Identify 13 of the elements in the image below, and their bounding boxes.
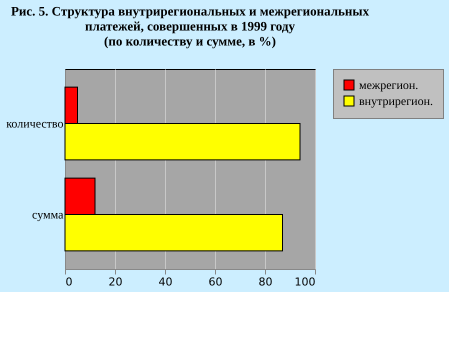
- legend-label: внутрирегион.: [359, 94, 433, 108]
- x-tick-label: 0: [66, 276, 72, 288]
- text: платежей, совершенных в 1999 году: [84, 18, 296, 34]
- x-tick-label: 20: [108, 276, 122, 288]
- x-tick-label: 40: [158, 276, 172, 288]
- y-tick-label: количество: [6, 116, 64, 131]
- text: Рис. 5. Структура внутрирегиональных и межрегиональных: [10, 4, 370, 18]
- x-tick-label: 60: [208, 276, 222, 288]
- x-tick-label: 80: [258, 276, 272, 288]
- text: (по количеству и сумме, в %): [104, 34, 276, 48]
- y-tick-label: сумма: [32, 207, 64, 222]
- legend-label: межрегион.: [359, 78, 418, 92]
- x-tick-label: 100: [294, 276, 316, 288]
